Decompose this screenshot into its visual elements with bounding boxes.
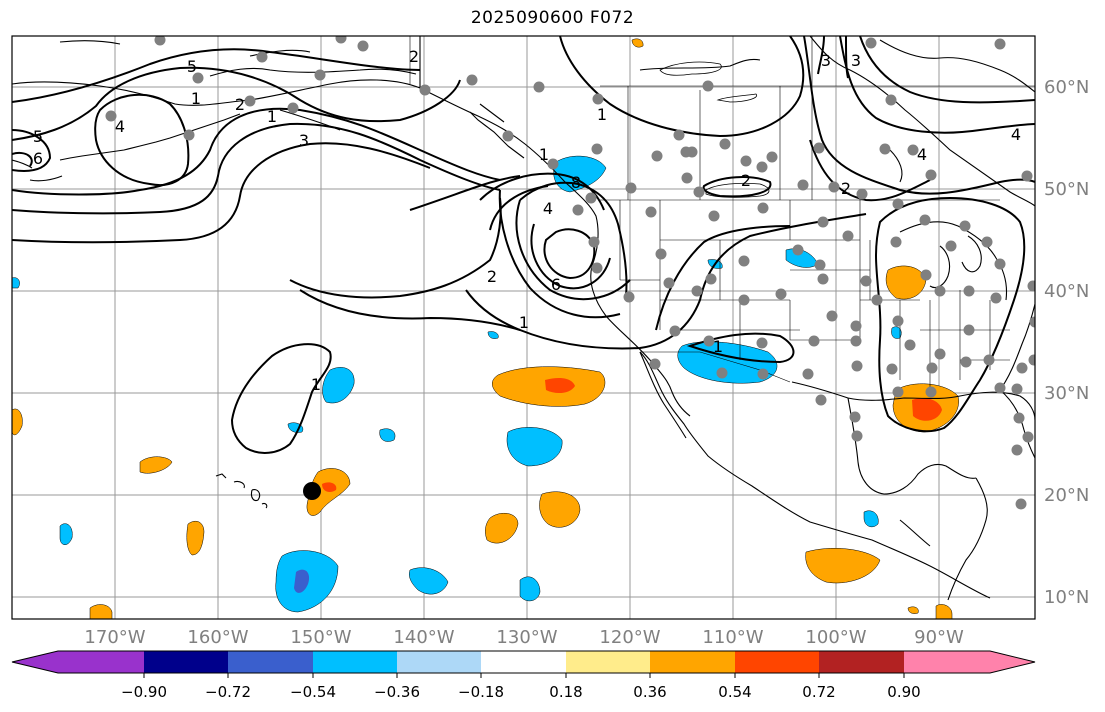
contour-label: 1 — [713, 337, 723, 356]
colorbar-segment — [566, 651, 650, 673]
positive-anomaly-areas — [12, 38, 959, 619]
latitude-label: 20°N — [1044, 485, 1089, 506]
gridlines — [12, 36, 1035, 619]
longitude-label: 150°W — [290, 627, 351, 648]
contour-label: 4 — [917, 145, 927, 164]
latitude-label: 40°N — [1044, 281, 1089, 302]
colorbar-tick-label: 0.90 — [887, 683, 920, 701]
colorbar-segment — [58, 651, 144, 673]
longitude-label: 170°W — [84, 627, 145, 648]
colorbar-segment — [904, 651, 990, 673]
colorbar-segment — [144, 651, 228, 673]
colorbar-extend-high — [990, 651, 1035, 673]
contour-label: 5 — [187, 57, 197, 76]
contour-label: 2 — [235, 95, 245, 114]
colorbar-segment — [735, 651, 819, 673]
highlighted-location-marker — [303, 482, 321, 500]
contour-label: 1 — [519, 313, 529, 332]
political-boundaries — [409, 36, 1035, 390]
latitude-label: 10°N — [1044, 587, 1089, 608]
longitude-axis: 170°W 160°W 150°W 140°W 130°W 120°W 110°… — [84, 627, 964, 648]
coastlines — [12, 36, 1035, 601]
contour-label: 1 — [267, 107, 277, 126]
colorbar-tick-label: −0.90 — [121, 683, 167, 701]
contour-label: 4 — [1011, 125, 1021, 144]
latitude-axis: 60°N 50°N 40°N 30°N 20°N 10°N — [1044, 77, 1089, 608]
colorbar-segment — [819, 651, 904, 673]
contour-label: 4 — [543, 199, 553, 218]
longitude-label: 130°W — [496, 627, 557, 648]
colorbar-segment — [228, 651, 313, 673]
contour-label: 1 — [311, 375, 321, 394]
colorbar-tick-label: −0.36 — [374, 683, 420, 701]
colorbar-tick-label: −0.18 — [458, 683, 504, 701]
longitude-label: 90°W — [914, 627, 964, 648]
colorbar-segment — [397, 651, 481, 673]
longitude-label: 110°W — [702, 627, 763, 648]
contour-label: 2 — [409, 47, 419, 66]
contour-label: 6 — [33, 149, 43, 168]
colorbar-tick-label: 0.36 — [633, 683, 666, 701]
longitude-label: 100°W — [805, 627, 866, 648]
contour-label: 3 — [851, 51, 861, 70]
colorbar-segment — [650, 651, 735, 673]
longitude-label: 120°W — [599, 627, 660, 648]
contour-label: 6 — [551, 275, 561, 294]
anomaly-shading — [12, 38, 959, 619]
contour-label: 1 — [191, 89, 201, 108]
map-frame — [11, 35, 1036, 620]
colorbar: −0.90 −0.72 −0.54 −0.36 −0.18 0.18 0.36 … — [11, 650, 1036, 701]
contour-label: 2 — [741, 171, 751, 190]
contour-label: 3 — [299, 131, 309, 150]
contour-label-group: 5 5 6 4 3 2 1 1 2 4 8 6 2 1 4 2 1 1 3 3 … — [33, 47, 1021, 394]
contour-label: 2 — [487, 267, 497, 286]
colorbar-segment — [481, 651, 566, 673]
negative-anomaly-areas — [12, 155, 902, 613]
colorbar-tick-label: −0.54 — [290, 683, 336, 701]
colorbar-segment — [313, 651, 397, 673]
colorbar-tick-label: −0.72 — [205, 683, 251, 701]
colorbar-tick-label: 0.72 — [802, 683, 835, 701]
latitude-label: 30°N — [1044, 383, 1089, 404]
longitude-label: 140°W — [393, 627, 454, 648]
map-title: 2025090600 F072 — [470, 8, 635, 28]
contour-label: 8 — [571, 173, 581, 192]
contour-label: 1 — [597, 105, 607, 124]
latitude-label: 50°N — [1044, 179, 1089, 200]
contour-label: 4 — [115, 117, 125, 136]
observation-stations — [105, 36, 1035, 510]
colorbar-extend-low — [12, 651, 58, 673]
colorbar-tick-label: 0.54 — [718, 683, 751, 701]
contour-label: 2 — [841, 179, 851, 198]
contour-label: 3 — [821, 51, 831, 70]
contour-label: 1 — [539, 145, 549, 164]
longitude-label: 160°W — [187, 627, 248, 648]
contour-lines — [12, 36, 1035, 454]
colorbar-tick-label: 0.18 — [549, 683, 582, 701]
latitude-label: 60°N — [1044, 77, 1089, 98]
contour-label: 5 — [33, 127, 43, 146]
